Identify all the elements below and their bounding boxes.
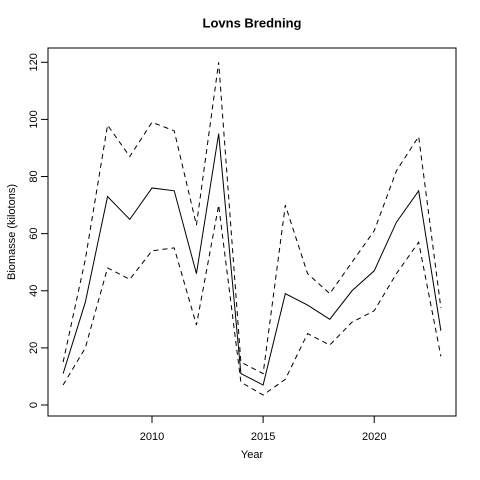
x-axis-label: Year (241, 449, 264, 461)
x-tick-label: 2020 (362, 431, 386, 443)
series-line (62, 204, 442, 396)
series-line (62, 62, 442, 375)
y-tick-label: 40 (28, 285, 40, 297)
y-tick-label: 20 (28, 342, 40, 354)
series-line (62, 133, 442, 386)
y-tick-label: 60 (28, 228, 40, 240)
y-tick-label: 120 (28, 53, 40, 71)
y-axis-label: Biomasse (kilotons) (6, 184, 18, 280)
x-tick-label: 2015 (251, 431, 275, 443)
chart-title: Lovns Bredning (203, 15, 302, 30)
y-tick-label: 100 (28, 110, 40, 128)
y-tick-label: 80 (28, 170, 40, 182)
x-tick-label: 2010 (140, 431, 164, 443)
y-tick-label: 0 (28, 402, 40, 408)
